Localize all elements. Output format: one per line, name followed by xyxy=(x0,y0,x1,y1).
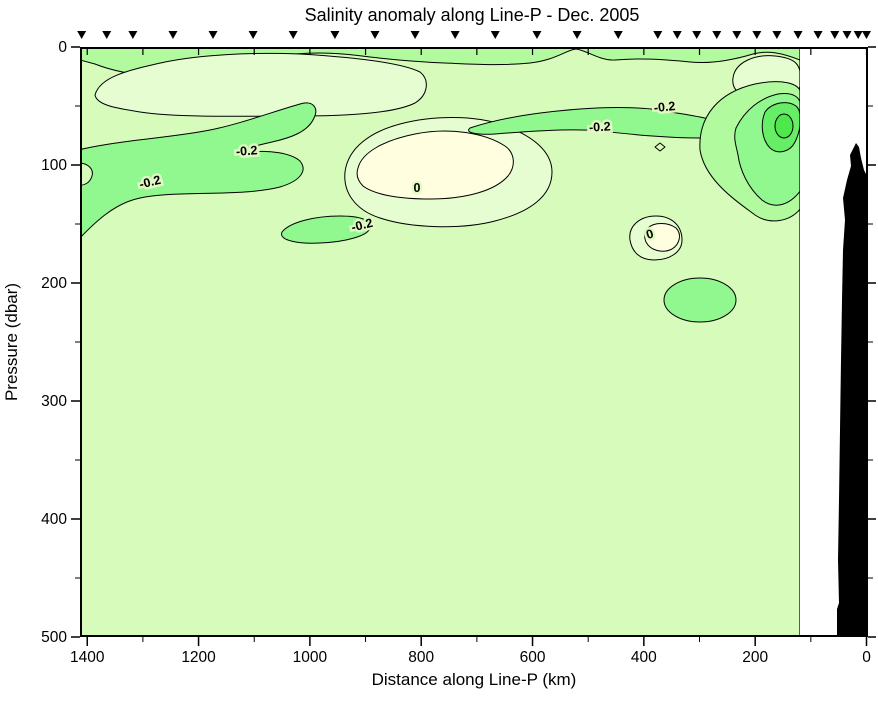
plot-frame xyxy=(80,47,868,637)
station-marker xyxy=(793,31,803,39)
x-tick-label: 1000 xyxy=(293,649,328,666)
contour-fill-positive-small xyxy=(644,223,680,252)
station-marker xyxy=(853,31,863,39)
axis-tick-labels: 1400 1200 1000 800 600 400 200 0 0 100 200 300 400 50… xyxy=(41,39,871,666)
y-tick-label: 400 xyxy=(41,511,67,528)
y-tick-label: 500 xyxy=(41,629,67,646)
station-marker xyxy=(813,31,823,39)
station-marker xyxy=(732,31,742,39)
y-tick-label: 0 xyxy=(58,39,67,56)
y-tick-label: 200 xyxy=(41,275,67,292)
station-marker xyxy=(572,31,582,39)
x-tick-label: 800 xyxy=(408,649,434,666)
y-tick-label: 100 xyxy=(41,157,67,174)
station-marker xyxy=(672,31,682,39)
x-tick-label: 1400 xyxy=(70,649,105,666)
contour-fill-right-core-darkest xyxy=(774,113,794,139)
contour-fill-small-lens xyxy=(281,215,371,244)
station-marker xyxy=(450,31,460,39)
station-marker xyxy=(288,31,298,39)
x-tick-label: 1200 xyxy=(181,649,216,666)
y-tick-label: 300 xyxy=(41,393,67,410)
contour-field xyxy=(81,48,800,636)
contour-label: 0 xyxy=(414,181,421,195)
contour-label: -0.2 xyxy=(589,119,611,134)
contour-tiny-diamond xyxy=(654,142,666,152)
contour-fill-positive-main xyxy=(356,130,514,200)
station-marker xyxy=(168,31,178,39)
x-axis-title: Distance along Line-P (km) xyxy=(372,670,577,689)
contour-label: -0.2 xyxy=(653,99,676,115)
station-marker xyxy=(653,31,663,39)
station-marker xyxy=(613,31,623,39)
x-tick-label: 200 xyxy=(742,649,768,666)
station-marker xyxy=(532,31,542,39)
station-marker xyxy=(248,31,258,39)
x-tick-label: 400 xyxy=(631,649,657,666)
station-marker xyxy=(330,31,340,39)
station-marker xyxy=(208,31,218,39)
station-marker xyxy=(128,31,138,39)
station-marker xyxy=(830,31,840,39)
station-marker xyxy=(490,31,500,39)
station-marker xyxy=(712,31,722,39)
station-marker xyxy=(862,31,871,39)
contour-fill-left-band xyxy=(81,102,317,238)
contour-fill-pale-patch-topleft xyxy=(94,52,427,117)
x-tick-label: 600 xyxy=(520,649,546,666)
station-marker xyxy=(772,31,782,39)
chart-title: Salinity anomaly along Line-P - Dec. 200… xyxy=(305,5,640,25)
station-marker xyxy=(77,31,87,39)
x-tick-label: 0 xyxy=(862,649,871,666)
y-axis-title: Pressure (dbar) xyxy=(2,283,21,401)
station-marker xyxy=(752,31,762,39)
contour-fill-oval xyxy=(663,277,737,323)
contour-label: -0.2 xyxy=(235,143,258,158)
contour-labels: -0.2-0.2-0.20-0.2-0.20 xyxy=(135,97,678,245)
station-markers xyxy=(77,31,871,39)
axis-ticks xyxy=(71,46,876,646)
station-marker xyxy=(102,31,112,39)
station-marker xyxy=(842,31,852,39)
station-marker xyxy=(370,31,380,39)
contour-label: -0.2 xyxy=(350,216,374,235)
station-marker xyxy=(692,31,702,39)
bathymetry-silhouette xyxy=(837,143,868,637)
station-marker xyxy=(410,31,420,39)
